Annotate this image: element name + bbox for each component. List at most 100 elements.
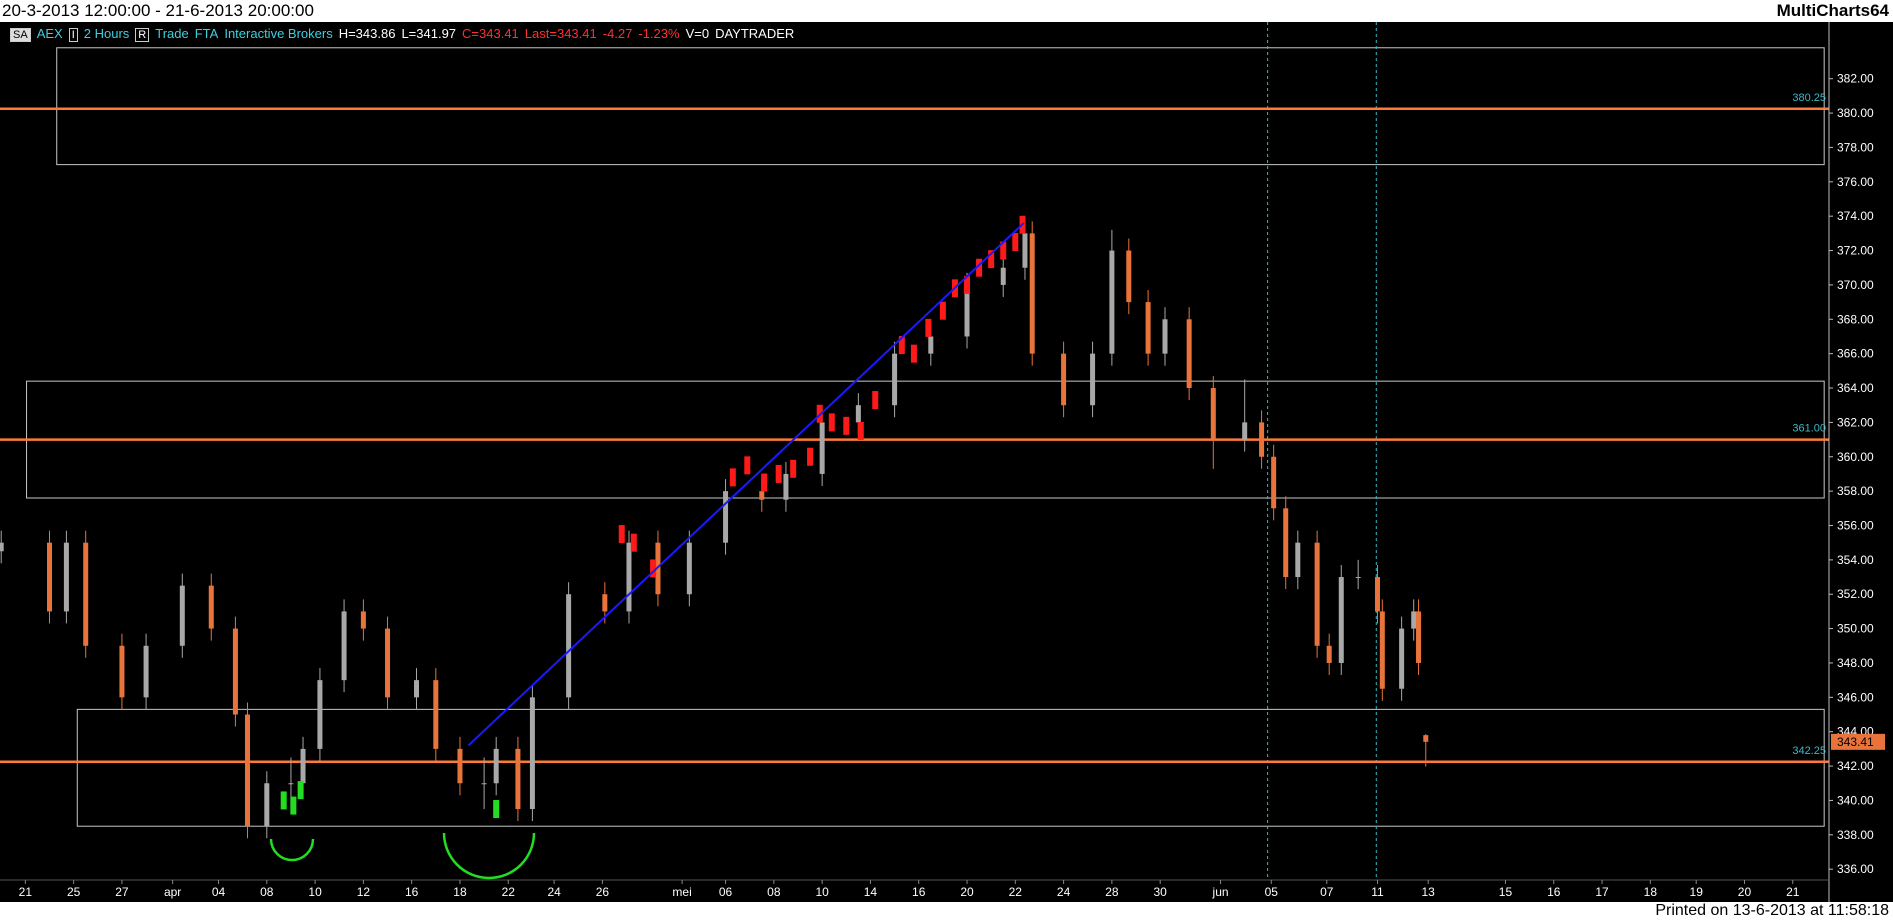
highlight bbox=[729, 468, 736, 487]
last: Last=343.41 bbox=[524, 26, 597, 41]
symbol[interactable]: AEX bbox=[36, 26, 63, 41]
y-tick-label: 350.00 bbox=[1837, 622, 1874, 636]
candle-body bbox=[457, 748, 463, 784]
x-tick-label: 16 bbox=[912, 885, 926, 899]
candle-body bbox=[1374, 577, 1380, 612]
footer: Printed on 13-6-2013 at 11:58:18 bbox=[1655, 902, 1889, 919]
highlight bbox=[976, 258, 983, 277]
candle-body bbox=[179, 585, 185, 646]
candle-body bbox=[855, 405, 861, 423]
x-tick-label: 22 bbox=[1009, 885, 1023, 899]
highlight bbox=[290, 796, 297, 815]
y-tick-label: 338.00 bbox=[1837, 828, 1874, 842]
candle-body bbox=[1242, 422, 1248, 440]
low: L=341.97 bbox=[401, 26, 457, 41]
badge[interactable]: SA bbox=[10, 28, 31, 42]
highlight bbox=[493, 800, 500, 819]
candle-body bbox=[0, 542, 4, 552]
date-range: 20-3-2013 12:00:00 - 21-6-2013 20:00:00 bbox=[2, 1, 314, 20]
candle-body bbox=[566, 594, 572, 698]
candle-body bbox=[1029, 233, 1035, 354]
x-tick-label: 07 bbox=[1320, 885, 1334, 899]
candle-body bbox=[1379, 611, 1385, 689]
candle-body bbox=[1411, 611, 1417, 629]
fta[interactable]: FTA bbox=[194, 26, 219, 41]
template: DAYTRADER bbox=[715, 26, 795, 41]
candle-body bbox=[1295, 542, 1301, 578]
highlight bbox=[1012, 232, 1019, 251]
last-price-label: 343.41 bbox=[1837, 735, 1874, 749]
y-tick-label: 360.00 bbox=[1837, 450, 1874, 464]
change: -4.27 bbox=[602, 26, 633, 41]
x-tick-label: jun bbox=[1212, 885, 1229, 899]
highlight bbox=[898, 336, 905, 355]
x-tick-label: mei bbox=[672, 885, 691, 899]
toolbar: SA AEX I 2 Hours R Trade FTA Interactive Broker… bbox=[10, 26, 800, 42]
x-tick-label: 04 bbox=[212, 885, 226, 899]
highlight bbox=[650, 559, 657, 578]
y-tick-label: 356.00 bbox=[1837, 518, 1874, 532]
y-tick-label: 366.00 bbox=[1837, 347, 1874, 361]
x-tick-label: 22 bbox=[502, 885, 516, 899]
x-tick-label: 16 bbox=[405, 885, 419, 899]
candle-body bbox=[1326, 645, 1332, 663]
x-tick-label: 21 bbox=[1786, 885, 1800, 899]
highlight bbox=[630, 533, 637, 552]
h-line-label: 361.00 bbox=[1792, 423, 1826, 435]
x-tick-label: 21 bbox=[19, 885, 33, 899]
x-tick-label: 10 bbox=[308, 885, 322, 899]
highlight bbox=[761, 473, 768, 492]
highlight bbox=[857, 421, 864, 440]
x-tick-label: 27 bbox=[115, 885, 129, 899]
highlight bbox=[1000, 241, 1007, 260]
y-tick-label: 348.00 bbox=[1837, 656, 1874, 670]
h-line-label: 380.25 bbox=[1792, 92, 1826, 104]
candle-body bbox=[1162, 319, 1168, 354]
y-tick-label: 340.00 bbox=[1837, 793, 1874, 807]
y-tick-label: 342.00 bbox=[1837, 759, 1874, 773]
candle-body bbox=[244, 714, 250, 827]
y-tick-label: 382.00 bbox=[1837, 72, 1874, 86]
y-tick-label: 370.00 bbox=[1837, 278, 1874, 292]
i-box[interactable]: I bbox=[68, 28, 78, 42]
candle-body bbox=[1126, 250, 1132, 303]
y-tick-label: 380.00 bbox=[1837, 106, 1874, 120]
highlight bbox=[828, 413, 835, 432]
candle-body bbox=[928, 336, 934, 354]
x-tick-label: 14 bbox=[864, 885, 878, 899]
y-tick-label: 374.00 bbox=[1837, 209, 1874, 223]
candle-body bbox=[1210, 388, 1216, 440]
highlight bbox=[618, 525, 625, 544]
interval[interactable]: 2 Hours bbox=[83, 26, 130, 41]
close: C=343.41 bbox=[462, 26, 519, 41]
y-tick-label: 346.00 bbox=[1837, 690, 1874, 704]
candle-body bbox=[819, 422, 825, 474]
highlight bbox=[843, 416, 850, 435]
highlight bbox=[775, 464, 782, 483]
y-tick-label: 352.00 bbox=[1837, 587, 1874, 601]
highlight bbox=[807, 447, 814, 466]
x-tick-label: 11 bbox=[1371, 885, 1384, 899]
candle-body bbox=[300, 748, 306, 784]
highlight bbox=[297, 781, 304, 800]
candle-body bbox=[1338, 577, 1344, 663]
broker[interactable]: Interactive Brokers bbox=[224, 26, 333, 41]
high: H=343.86 bbox=[338, 26, 396, 41]
highlight bbox=[872, 391, 879, 410]
candle-body bbox=[317, 680, 323, 749]
candle-body bbox=[63, 542, 69, 612]
arc-drawing bbox=[269, 838, 315, 862]
h-line-label: 342.25 bbox=[1792, 745, 1826, 757]
candle-body bbox=[529, 697, 535, 810]
r-box[interactable]: R bbox=[135, 28, 150, 42]
x-tick-label: 26 bbox=[596, 885, 610, 899]
candle-body bbox=[119, 645, 125, 698]
zone bbox=[56, 47, 1825, 166]
x-tick-label: apr bbox=[164, 885, 181, 899]
trade[interactable]: Trade bbox=[155, 26, 189, 41]
y-tick-label: 362.00 bbox=[1837, 415, 1874, 429]
candle-body bbox=[83, 542, 89, 646]
candle-body bbox=[385, 628, 391, 698]
x-tick-label: 30 bbox=[1153, 885, 1167, 899]
chart: 380.25 361.00 342.25 336.00 338.00 340.00 342.… bbox=[0, 22, 1893, 902]
